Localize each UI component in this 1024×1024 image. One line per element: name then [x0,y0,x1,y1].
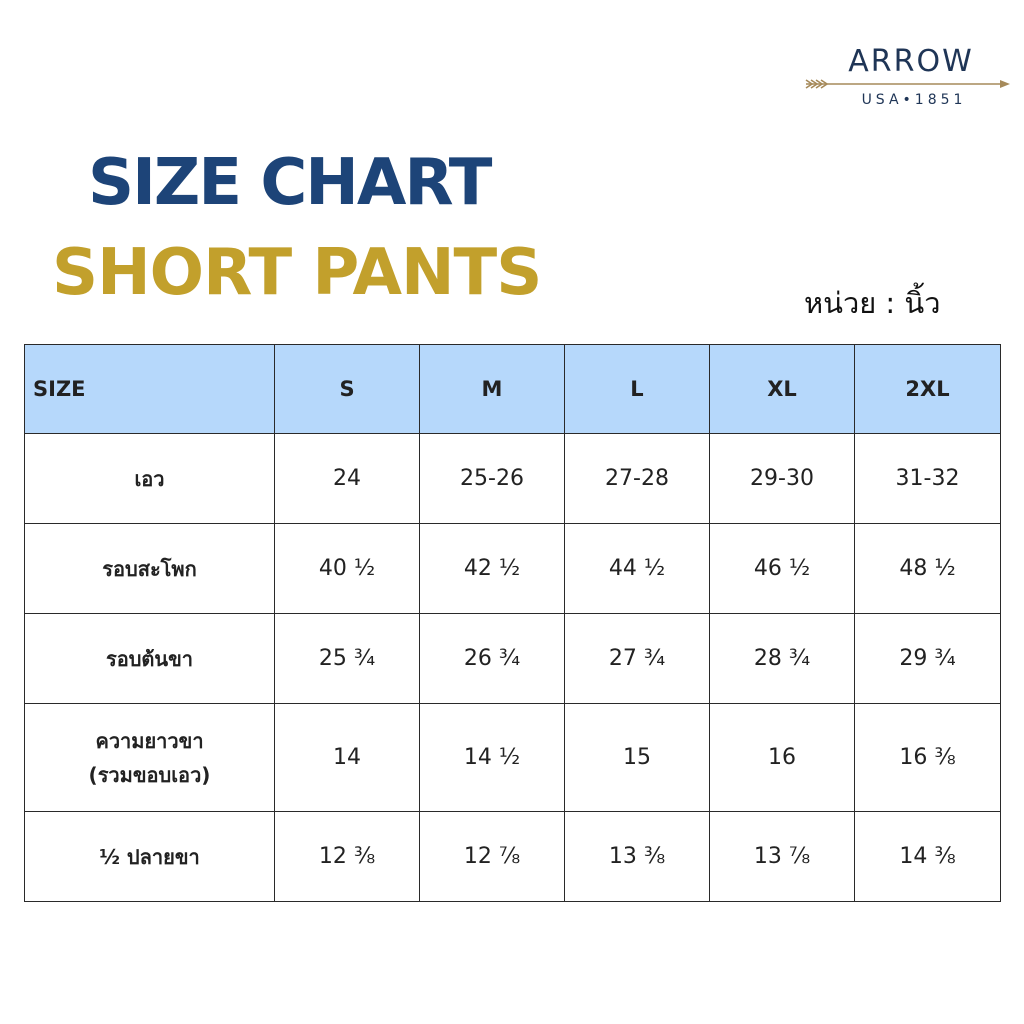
table-header-row: SIZE S M L XL 2XL [24,344,1001,434]
size-table: SIZE S M L XL 2XL เอว 24 25-26 27-28 29-… [24,344,1001,902]
table-cell: 24 [274,433,420,524]
table-cell: 13 ⅜ [564,811,710,902]
table-row: เอว 24 25-26 27-28 29-30 31-32 [24,433,1001,524]
table-cell: 13 ⅞ [709,811,855,902]
table-row: รอบสะโพก 40 ½ 42 ½ 44 ½ 46 ½ 48 ½ [24,523,1001,614]
table-cell: 12 ⅞ [419,811,565,902]
column-header: M [419,344,565,434]
table-cell: 14 [274,703,420,812]
row-label: ½ ปลายขา [24,811,275,902]
table-cell: 31-32 [854,433,1001,524]
logo-tagline: USA•1851 [861,92,967,108]
table-cell: 29-30 [709,433,855,524]
table-cell: 14 ½ [419,703,565,812]
column-header: 2XL [854,344,1001,434]
row-label-line2: (รวมขอบเอว) [88,762,211,787]
column-header: S [274,344,420,434]
table-cell: 27-28 [564,433,710,524]
table-row: รอบต้นขา 25 ¾ 26 ¾ 27 ¾ 28 ¾ 29 ¾ [24,613,1001,704]
table-cell: 44 ½ [564,523,710,614]
row-label: รอบต้นขา [24,613,275,704]
arrow-logo: ARROW USA•1851 [804,44,1014,114]
logo-wordmark: ARROW [848,44,974,79]
table-row: ความยาวขา (รวมขอบเอว) 14 14 ½ 15 16 16 ⅜ [24,703,1001,812]
table-cell: 28 ¾ [709,613,855,704]
row-label: รอบสะโพก [24,523,275,614]
unit-label: หน่วย : นิ้ว [804,286,941,320]
table-cell: 27 ¾ [564,613,710,704]
table-cell: 46 ½ [709,523,855,614]
row-label: ความยาวขา (รวมขอบเอว) [24,703,275,812]
table-cell: 16 ⅜ [854,703,1001,812]
table-row: ½ ปลายขา 12 ⅜ 12 ⅞ 13 ⅜ 13 ⅞ 14 ⅜ [24,811,1001,902]
table-cell: 29 ¾ [854,613,1001,704]
table-cell: 25 ¾ [274,613,420,704]
title-short-pants: SHORT PANTS [52,236,542,310]
row-label: เอว [24,433,275,524]
table-cell: 25-26 [419,433,565,524]
title-size-chart: SIZE CHART [88,146,492,220]
row-label-line1: ความยาวขา [95,728,204,753]
table-cell: 12 ⅜ [274,811,420,902]
table-cell: 40 ½ [274,523,420,614]
table-cell: 14 ⅜ [854,811,1001,902]
arrow-icon [805,79,1010,89]
column-header: L [564,344,710,434]
table-cell: 42 ½ [419,523,565,614]
table-cell: 15 [564,703,710,812]
table-cell: 48 ½ [854,523,1001,614]
column-header: XL [709,344,855,434]
column-header: SIZE [24,344,275,434]
table-cell: 16 [709,703,855,812]
table-cell: 26 ¾ [419,613,565,704]
